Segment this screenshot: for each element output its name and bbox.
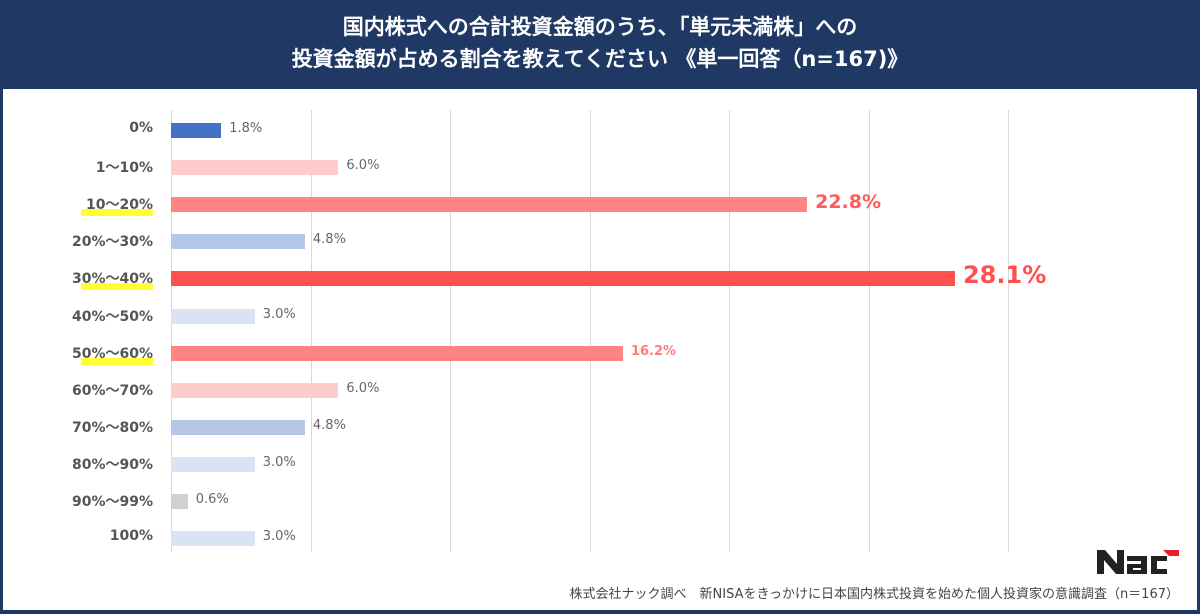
chart-header: 国内株式への合計投資金額のうち、「単元未満株」への 投資金額が占める割合を教えて… [0,0,1200,89]
bar-row: 100% 3.0% [3,520,1197,557]
value-label: 3.0% [262,529,296,545]
bar [171,271,955,287]
category-label: 10〜20% [86,197,153,214]
bar [171,308,255,324]
category-label: 0% [129,120,153,136]
bar-row: 1〜10% 6.0% [3,149,1197,186]
chart-title-line2: 投資金額が占める割合を教えてください 《単一回答（n=167)》 [291,47,909,71]
bar [171,494,188,509]
bar [171,160,339,176]
value-label: 6.0% [346,380,380,396]
bar-row: 0% 1.8% [3,112,1197,149]
value-label: 6.0% [346,158,380,174]
bar-row: 10〜20% 22.8% [3,186,1197,223]
category-highlight [81,283,153,291]
bar-row: 60%〜70% 6.0% [3,372,1197,409]
category-highlight [81,357,153,365]
bar-row: 30%〜40% 28.1% [3,260,1197,297]
category-label: 60%〜70% [71,382,153,399]
value-label: 4.8% [312,232,346,248]
source-note: 株式会社ナック調べ 新NISAをきっかけに日本国内株式投資を始めた個人投資家の意… [569,587,1179,602]
gridline [310,110,312,552]
bar [171,234,305,250]
category-label: 90%〜99% [71,494,153,510]
value-label: 22.8% [815,191,882,214]
category-label: 50%〜60% [71,345,153,362]
gridline [450,110,451,552]
gridline [1008,110,1009,552]
chart-panel: 0% 1.8% 1〜10% 6.0% 10〜20% 22.8% 20%〜30% 4.8% 30%… [3,89,1197,610]
bar [171,345,623,361]
gridline [589,110,591,552]
value-label: 28.1% [962,261,1047,290]
category-label: 100% [109,528,153,545]
value-label: 4.8% [312,417,346,433]
category-label: 40%〜50% [71,308,153,325]
category-label: 1〜10% [95,160,153,177]
bar [171,123,222,138]
bar [171,456,255,472]
value-label: 3.0% [262,454,296,470]
category-highlight [81,209,153,217]
bar-row: 80%〜90% 3.0% [3,446,1197,483]
value-label: 1.8% [229,121,263,136]
category-label: 30%〜40% [71,271,153,288]
gridline [729,110,730,552]
nac-logo-icon [1097,550,1179,574]
bar [171,531,255,547]
bar-row: 50%〜60% 16.2% [3,335,1197,372]
gridline [171,110,172,552]
gridline [868,110,870,552]
bar [171,197,808,213]
value-label: 3.0% [262,306,296,322]
bar [171,419,305,435]
bar-row: 90%〜99% 0.6% [3,483,1197,520]
category-label: 80%〜90% [71,456,153,473]
bar-row: 20%〜30% 4.8% [3,223,1197,260]
chart-title-line1: 国内株式への合計投資金額のうち、「単元未満株」への [342,15,858,39]
value-label: 16.2% [630,343,677,359]
bar-row: 40%〜50% 3.0% [3,298,1197,335]
category-label: 20%〜30% [71,234,153,251]
bar [171,382,339,398]
category-label: 70%〜80% [71,419,153,436]
value-label: 0.6% [195,492,229,507]
bar-row: 70%〜80% 4.8% [3,409,1197,446]
